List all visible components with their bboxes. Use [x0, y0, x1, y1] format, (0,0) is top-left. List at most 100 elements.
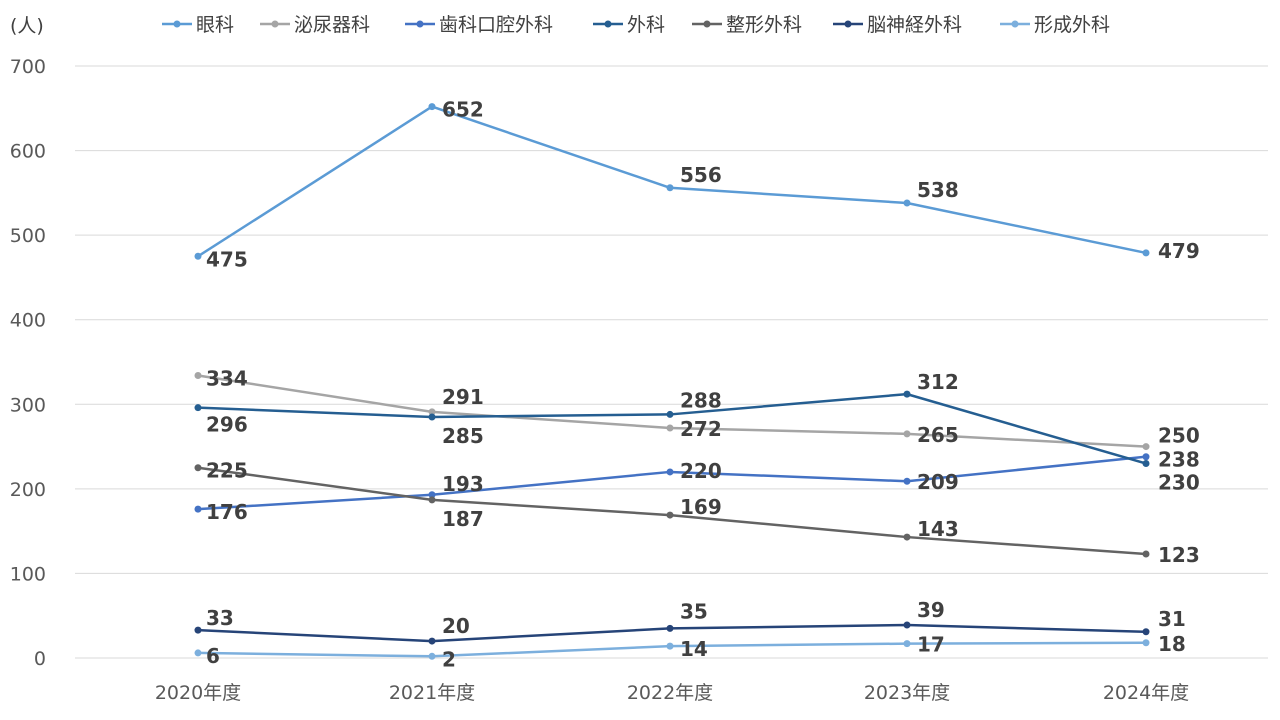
legend-marker	[844, 20, 852, 28]
data-point	[194, 464, 202, 472]
data-label: 220	[680, 459, 722, 483]
data-point	[903, 430, 911, 438]
y-tick-label: 600	[10, 141, 46, 163]
data-point	[666, 642, 674, 650]
data-point	[194, 252, 202, 260]
y-tick-label: 500	[10, 225, 46, 247]
data-label: 265	[917, 423, 959, 447]
data-point	[666, 424, 674, 432]
data-label: 187	[442, 507, 484, 531]
data-label: 169	[680, 495, 722, 519]
data-label: 20	[442, 614, 470, 638]
legend-marker	[604, 20, 612, 28]
data-label: 209	[917, 470, 959, 494]
data-label: 33	[206, 606, 234, 630]
data-point	[428, 413, 436, 421]
legend: 眼科 泌尿器科 歯科口腔外科 外科 整形外科 脳神経外科 形成外科	[162, 14, 1110, 36]
data-label: 285	[442, 424, 484, 448]
data-label: 652	[442, 98, 484, 122]
y-tick-label: 100	[10, 563, 46, 585]
series-line	[197, 374, 1147, 448]
legend-label: 歯科口腔外科	[439, 14, 553, 36]
data-point	[1142, 550, 1150, 558]
legend-marker	[173, 20, 181, 28]
data-point	[428, 637, 436, 645]
x-axis-ticks: 2020年度 2021年度 2022年度 2023年度 2024年度	[155, 682, 1189, 704]
data-label: 18	[1158, 632, 1186, 656]
x-tick-label: 2020年度	[155, 682, 241, 704]
data-label: 556	[680, 163, 722, 187]
series-line	[197, 105, 1147, 258]
data-label: 143	[917, 517, 959, 541]
data-label: 312	[917, 370, 959, 394]
data-point	[428, 496, 436, 504]
data-label: 2	[442, 647, 456, 671]
series-line	[197, 455, 1147, 511]
series-group	[194, 103, 1150, 660]
data-label: 123	[1158, 543, 1200, 567]
data-label: 230	[1158, 470, 1200, 494]
data-label: 39	[917, 598, 945, 622]
y-tick-label: 700	[10, 56, 46, 78]
gridlines	[75, 65, 1268, 659]
legend-label: 形成外科	[1034, 14, 1110, 36]
legend-label: 脳神経外科	[867, 14, 962, 36]
y-tick-label: 300	[10, 394, 46, 416]
data-label: 288	[680, 388, 722, 412]
data-point	[194, 649, 202, 657]
x-tick-label: 2022年度	[627, 682, 713, 704]
legend-marker	[1011, 20, 1019, 28]
data-point	[428, 652, 436, 660]
data-point	[1142, 639, 1150, 647]
data-point	[1142, 443, 1150, 451]
data-point	[1142, 628, 1150, 636]
data-label: 176	[206, 500, 248, 524]
legend-label: 外科	[627, 14, 665, 36]
data-label: 296	[206, 413, 248, 437]
data-label: 193	[442, 472, 484, 496]
data-label: 238	[1158, 448, 1200, 472]
data-point	[903, 477, 911, 485]
x-tick-label: 2024年度	[1103, 682, 1189, 704]
data-point	[194, 372, 202, 380]
x-tick-label: 2021年度	[389, 682, 475, 704]
data-label: 272	[680, 417, 722, 441]
data-label: 291	[442, 385, 484, 409]
data-label: 31	[1158, 607, 1186, 631]
data-point	[1142, 249, 1150, 257]
legend-marker	[703, 20, 711, 28]
data-label: 475	[206, 247, 248, 271]
data-point	[666, 184, 674, 192]
data-label: 538	[917, 178, 959, 202]
data-point	[903, 533, 911, 541]
data-label: 225	[206, 459, 248, 483]
data-label: 17	[917, 633, 945, 657]
data-point	[903, 640, 911, 648]
data-point	[903, 199, 911, 207]
data-label: 35	[680, 599, 708, 623]
data-point	[1142, 459, 1150, 467]
x-tick-label: 2023年度	[864, 682, 950, 704]
data-label: 334	[206, 367, 248, 391]
data-point	[194, 404, 202, 412]
y-axis-unit-label: (人)	[10, 15, 44, 37]
data-label: 250	[1158, 424, 1200, 448]
y-tick-label: 200	[10, 479, 46, 501]
data-point	[194, 505, 202, 513]
data-point	[194, 626, 202, 634]
data-point	[428, 103, 436, 111]
y-tick-label: 0	[34, 648, 46, 670]
data-point	[666, 511, 674, 519]
data-point	[1142, 453, 1150, 461]
data-point	[428, 408, 436, 416]
data-label: 14	[680, 637, 708, 661]
data-point	[903, 621, 911, 629]
y-tick-label: 400	[10, 310, 46, 332]
legend-label: 眼科	[196, 14, 234, 36]
data-point	[428, 491, 436, 499]
legend-label: 整形外科	[726, 14, 802, 36]
data-point	[903, 390, 911, 398]
